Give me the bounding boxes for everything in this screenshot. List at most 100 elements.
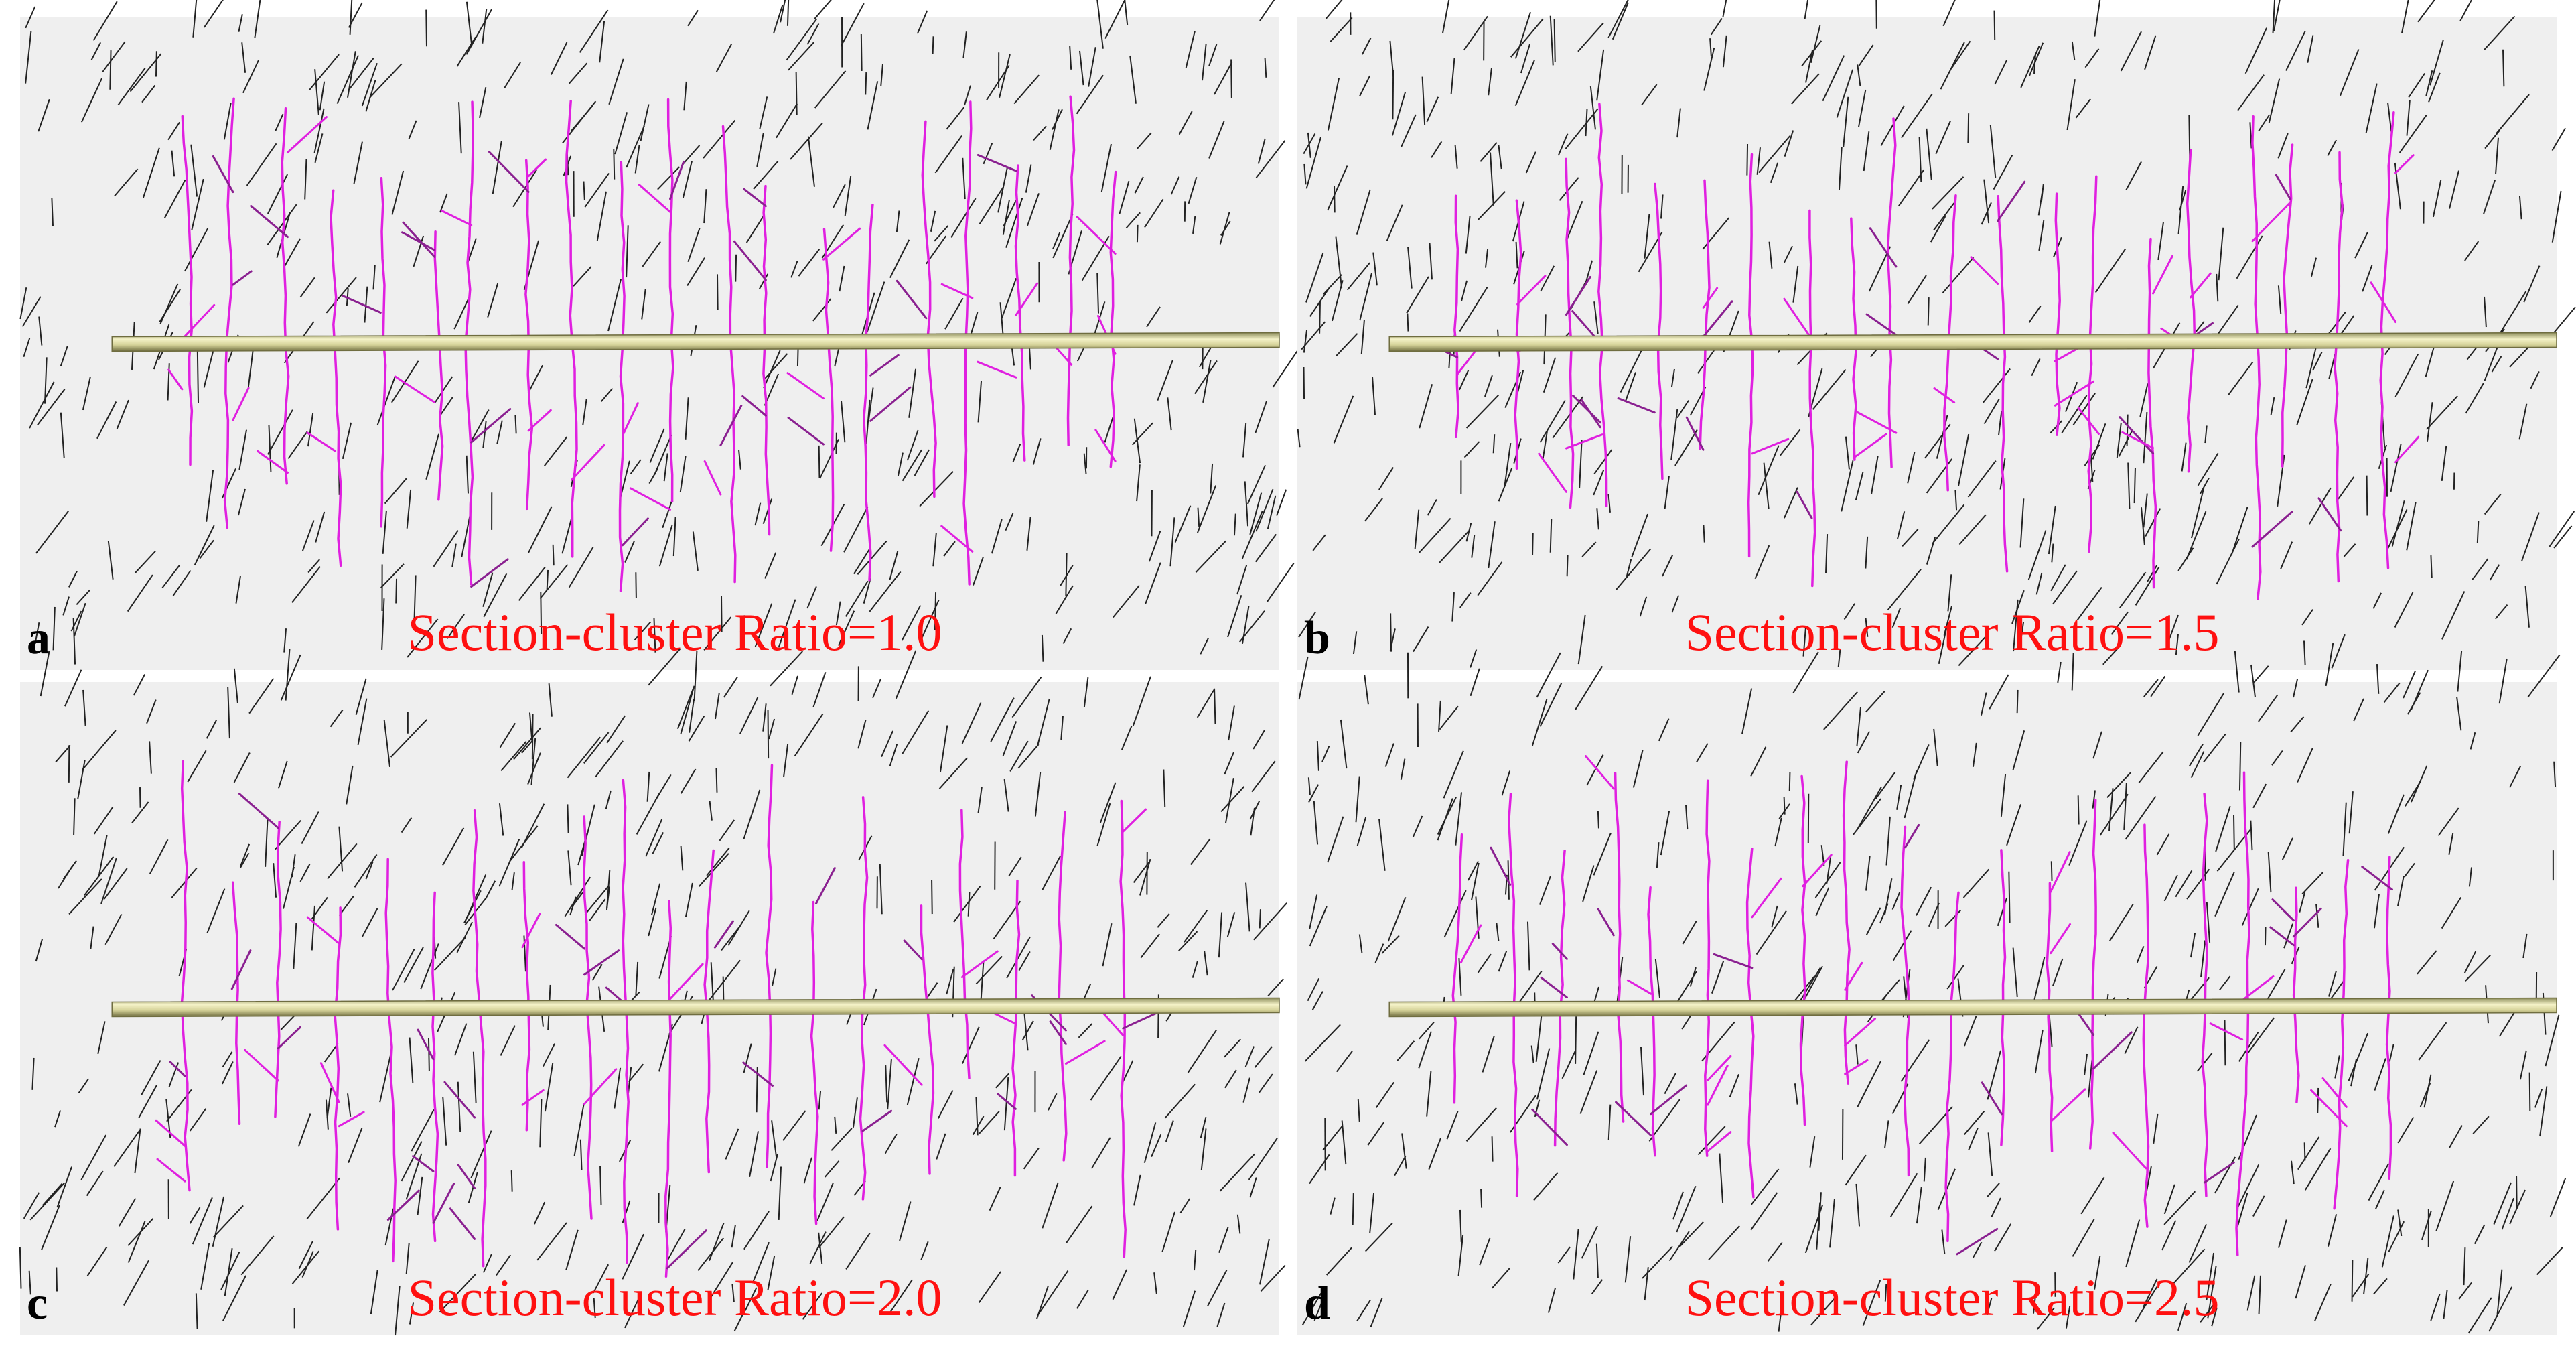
natural-fracture (937, 1090, 954, 1119)
natural-fracture (1352, 1193, 1354, 1225)
fracture-branch (257, 450, 289, 474)
natural-fracture (242, 60, 260, 94)
natural-fracture (1052, 213, 1074, 259)
natural-fracture (1426, 1071, 1432, 1117)
natural-fracture (370, 1270, 378, 1314)
natural-fracture (1133, 861, 1150, 883)
natural-fracture (884, 1134, 898, 1154)
natural-fracture (2417, 950, 2437, 975)
natural-fracture (2536, 1247, 2563, 1276)
natural-fracture (2429, 40, 2444, 86)
natural-fracture (634, 621, 652, 641)
natural-fracture (934, 135, 962, 174)
natural-fracture (1904, 770, 1918, 819)
natural-fracture (1267, 495, 1277, 529)
natural-fracture (1083, 677, 1089, 707)
natural-fracture (199, 539, 214, 559)
natural-fracture (791, 675, 798, 695)
natural-fracture (1305, 137, 1322, 189)
natural-fracture (719, 819, 735, 841)
natural-fracture (896, 210, 900, 232)
natural-fracture (807, 136, 815, 187)
natural-fracture (688, 716, 705, 742)
natural-fracture (38, 98, 50, 132)
natural-fracture (676, 688, 695, 730)
natural-fracture (1196, 688, 1216, 718)
natural-fracture (1182, 1290, 1196, 1327)
natural-fracture (1163, 769, 1166, 808)
natural-fracture (2230, 506, 2248, 556)
natural-fracture (227, 687, 230, 739)
natural-fracture (93, 806, 114, 835)
natural-fracture (1924, 423, 1951, 459)
natural-fracture (2301, 872, 2324, 895)
natural-fracture (743, 1043, 752, 1073)
natural-fracture (127, 1221, 146, 1263)
natural-fracture (168, 1062, 180, 1087)
hydraulic-fracture (1886, 117, 1897, 468)
natural-fracture (1333, 395, 1354, 444)
natural-fracture (539, 1099, 543, 1148)
natural-fracture (2394, 162, 2401, 210)
natural-fracture (1414, 509, 1420, 549)
natural-fracture (606, 886, 610, 908)
natural-fracture (739, 615, 745, 633)
natural-fracture (238, 429, 248, 470)
fracture-branch (2121, 431, 2155, 450)
natural-fracture (1471, 862, 1480, 900)
natural-fracture (1259, 0, 1275, 21)
natural-fracture (841, 401, 846, 443)
natural-fracture (233, 752, 251, 783)
fracture-branch (156, 1158, 186, 1183)
natural-fracture (42, 1183, 63, 1206)
natural-fracture (1812, 368, 1847, 410)
natural-fracture (2376, 664, 2380, 694)
natural-fracture (845, 580, 869, 617)
natural-fracture (482, 9, 488, 44)
natural-fracture (2331, 634, 2346, 669)
natural-fracture (2019, 498, 2025, 548)
fracture-branch (1869, 227, 1898, 268)
natural-fracture (314, 133, 324, 163)
natural-fracture (1170, 176, 1180, 195)
natural-fracture (607, 279, 622, 332)
natural-fracture (1936, 415, 1948, 459)
natural-fracture (2459, 0, 2473, 21)
natural-fracture (767, 710, 770, 759)
natural-fracture (2125, 795, 2157, 840)
natural-fracture (1052, 232, 1061, 249)
natural-fracture (2277, 133, 2289, 159)
natural-fracture (872, 678, 882, 699)
natural-fracture (2177, 186, 2184, 234)
natural-fracture (35, 938, 44, 962)
fracture-branch (583, 949, 620, 976)
fracture-branch (394, 375, 436, 403)
natural-fracture (82, 730, 117, 770)
natural-fracture (1178, 111, 1193, 135)
natural-fracture (1857, 89, 1867, 128)
natural-fracture (1214, 62, 1233, 95)
natural-fracture (456, 36, 477, 67)
natural-fracture (2348, 1032, 2369, 1081)
natural-fracture (1401, 114, 1417, 147)
natural-fracture (135, 551, 156, 573)
natural-fracture (599, 1166, 602, 1205)
natural-fracture (97, 1021, 106, 1054)
natural-fracture (1218, 912, 1223, 958)
natural-fracture (1741, 688, 1753, 734)
natural-fracture (902, 710, 930, 755)
natural-fracture (770, 651, 803, 687)
natural-fracture (384, 478, 407, 504)
natural-fracture (2304, 1148, 2332, 1191)
natural-fracture (1197, 507, 1200, 527)
natural-fracture (1585, 109, 1588, 137)
natural-fracture (2186, 868, 2210, 900)
natural-fracture (731, 1284, 735, 1302)
natural-fracture (961, 1026, 980, 1064)
natural-fracture (2143, 679, 2159, 697)
natural-fracture (943, 541, 956, 557)
natural-fracture (1161, 1211, 1175, 1252)
natural-fracture (1822, 55, 1845, 102)
natural-fracture (1863, 131, 1870, 172)
natural-fracture (914, 449, 930, 476)
